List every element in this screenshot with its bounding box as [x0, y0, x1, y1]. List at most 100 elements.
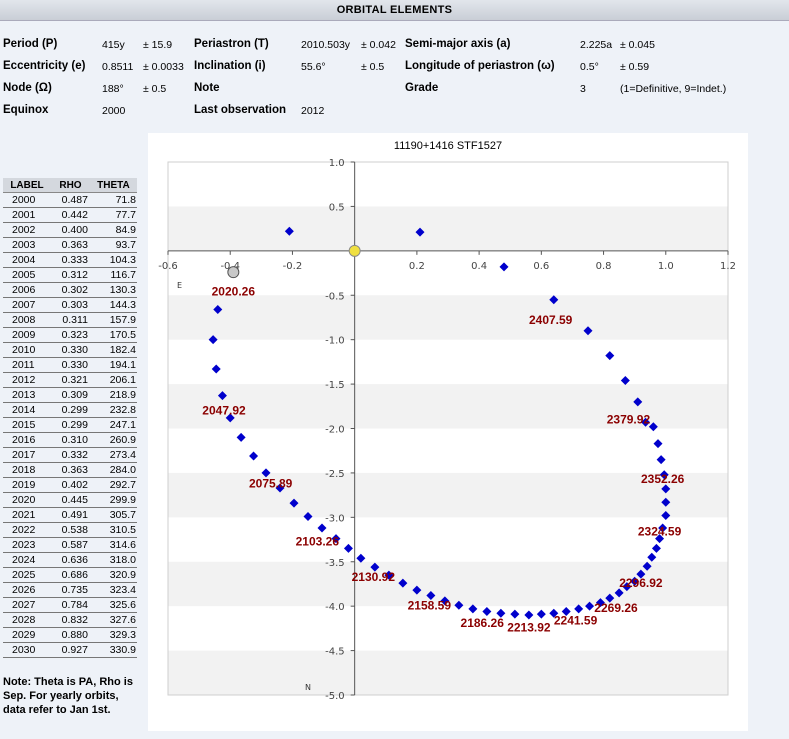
epoch-label: 2103.26 [296, 534, 340, 548]
row-rho: 0.363 [51, 237, 90, 253]
row-theta: 273.4 [89, 447, 137, 463]
orbit-point [605, 351, 615, 361]
orbit-point [426, 591, 436, 601]
orbit-point [261, 468, 271, 478]
row-theta: 247.1 [89, 417, 137, 433]
row-label: 2002 [3, 222, 51, 238]
ephemeris-row: 2027 0.784 325.6 [3, 597, 137, 613]
eccentricity-error: ± 0.0033 [143, 61, 184, 73]
row-label: 2027 [3, 597, 51, 613]
y-tick-label: -2.0 [325, 425, 345, 436]
ephemeris-row: 2010 0.330 182.4 [3, 342, 137, 358]
ephemeris-row: 2002 0.400 84.9 [3, 222, 137, 238]
grade-label: Grade [405, 82, 439, 94]
plot-area-border [167, 161, 729, 696]
col-label-header: LABEL [3, 178, 51, 193]
x-tick-label: -0.4 [220, 261, 240, 272]
orbit-point [482, 606, 492, 616]
orbit-point [356, 553, 366, 563]
epoch-label: 2158.59 [408, 598, 452, 612]
epoch-label: 2075.89 [249, 477, 293, 491]
inclination-error: ± 0.5 [361, 61, 385, 73]
orbit-chart: 11190+1416 STF1527 1.0 0.5 -0.5 -1.0 -1.5 -2.… [158, 140, 736, 702]
periastron-value: 2010.503y [301, 39, 351, 51]
orbit-point [656, 455, 666, 465]
row-rho: 0.333 [51, 252, 90, 268]
ephemeris-row: 2030 0.927 330.9 [3, 642, 137, 658]
x-tick-labels: -0.6 -0.4 -0.2 0.2 0.4 0.6 0.8 1.0 1.2 [158, 250, 736, 272]
row-theta: 170.5 [89, 327, 137, 343]
orbit-point [317, 523, 327, 533]
row-label: 2024 [3, 552, 51, 568]
y-tick-label: -1.0 [325, 336, 345, 347]
row-theta: 144.3 [89, 297, 137, 313]
ephemeris-row: 2024 0.636 318.0 [3, 552, 137, 568]
equinox-label: Equinox [3, 104, 49, 116]
ephemeris-row: 2009 0.323 170.5 [3, 327, 137, 343]
semimajor-value: 2.225a [580, 39, 613, 51]
row-label: 2017 [3, 447, 51, 463]
orbit-point [659, 470, 669, 480]
row-label: 2029 [3, 627, 51, 643]
row-rho: 0.487 [51, 192, 90, 208]
ephemeris-row: 2014 0.299 232.8 [3, 402, 137, 418]
orbit-point [217, 391, 227, 401]
chart-bands [168, 206, 728, 695]
eccentricity-label: Eccentricity (e) [3, 60, 86, 72]
row-rho: 0.442 [51, 207, 90, 223]
eccentricity-value: 0.8511 [102, 61, 134, 73]
orbit-point [642, 561, 652, 571]
ephemeris-row: 2026 0.735 323.4 [3, 582, 137, 598]
x-tick-label: 0.2 [409, 261, 425, 272]
y-tick-label: 0.5 [329, 202, 345, 213]
orbit-point [499, 262, 509, 272]
row-rho: 0.321 [51, 372, 90, 388]
row-theta: 305.7 [89, 507, 137, 523]
row-theta: 93.7 [89, 237, 137, 253]
north-label: N [305, 683, 311, 692]
orbit-point [647, 552, 657, 562]
row-theta: 206.1 [89, 372, 137, 388]
node-value: 188° [102, 83, 124, 95]
epoch-label: 2379.92 [607, 413, 651, 427]
row-label: 2020 [3, 492, 51, 508]
orbit-point [651, 543, 661, 553]
orbit-point [249, 451, 259, 461]
x-tick-label: -0.6 [158, 261, 178, 272]
x-tick-label: 0.8 [596, 261, 612, 272]
orbit-point [549, 295, 559, 305]
inclination-label: Inclination (i) [194, 60, 266, 72]
row-rho: 0.302 [51, 282, 90, 298]
orbit-point [636, 569, 646, 579]
row-theta: 314.6 [89, 537, 137, 553]
epoch-label: 2269.26 [594, 601, 638, 615]
orbit-point [398, 578, 408, 588]
grid-band [168, 472, 728, 518]
orbit-point [661, 497, 671, 507]
orbit-point [510, 609, 520, 619]
long-periastron-label: Longitude of periastron (ω) [405, 60, 555, 72]
y-tick-label: -4.5 [325, 647, 345, 658]
row-label: 2010 [3, 342, 51, 358]
periastron-error: ± 0.042 [361, 39, 396, 51]
ephemeris-row: 2022 0.538 310.5 [3, 522, 137, 538]
epoch-label: 2020.26 [212, 285, 256, 299]
orbit-point [284, 226, 294, 236]
col-rho-header: RHO [51, 178, 90, 193]
ephemeris-row: 2029 0.880 329.3 [3, 627, 137, 643]
y-tick-label: 1.0 [329, 158, 345, 169]
row-rho: 0.330 [51, 342, 90, 358]
row-theta: 218.9 [89, 387, 137, 403]
row-theta: 310.5 [89, 522, 137, 538]
row-rho: 0.784 [51, 597, 90, 613]
period-value: 415y [102, 39, 125, 51]
row-label: 2000 [3, 192, 51, 208]
ephemeris-row: 2004 0.333 104.3 [3, 252, 137, 268]
row-theta: 320.9 [89, 567, 137, 583]
orbit-point [536, 609, 546, 619]
row-rho: 0.311 [51, 312, 90, 328]
orbit-point [415, 227, 425, 237]
orbit-point [303, 511, 313, 521]
row-rho: 0.310 [51, 432, 90, 448]
row-theta: 71.8 [89, 192, 137, 208]
